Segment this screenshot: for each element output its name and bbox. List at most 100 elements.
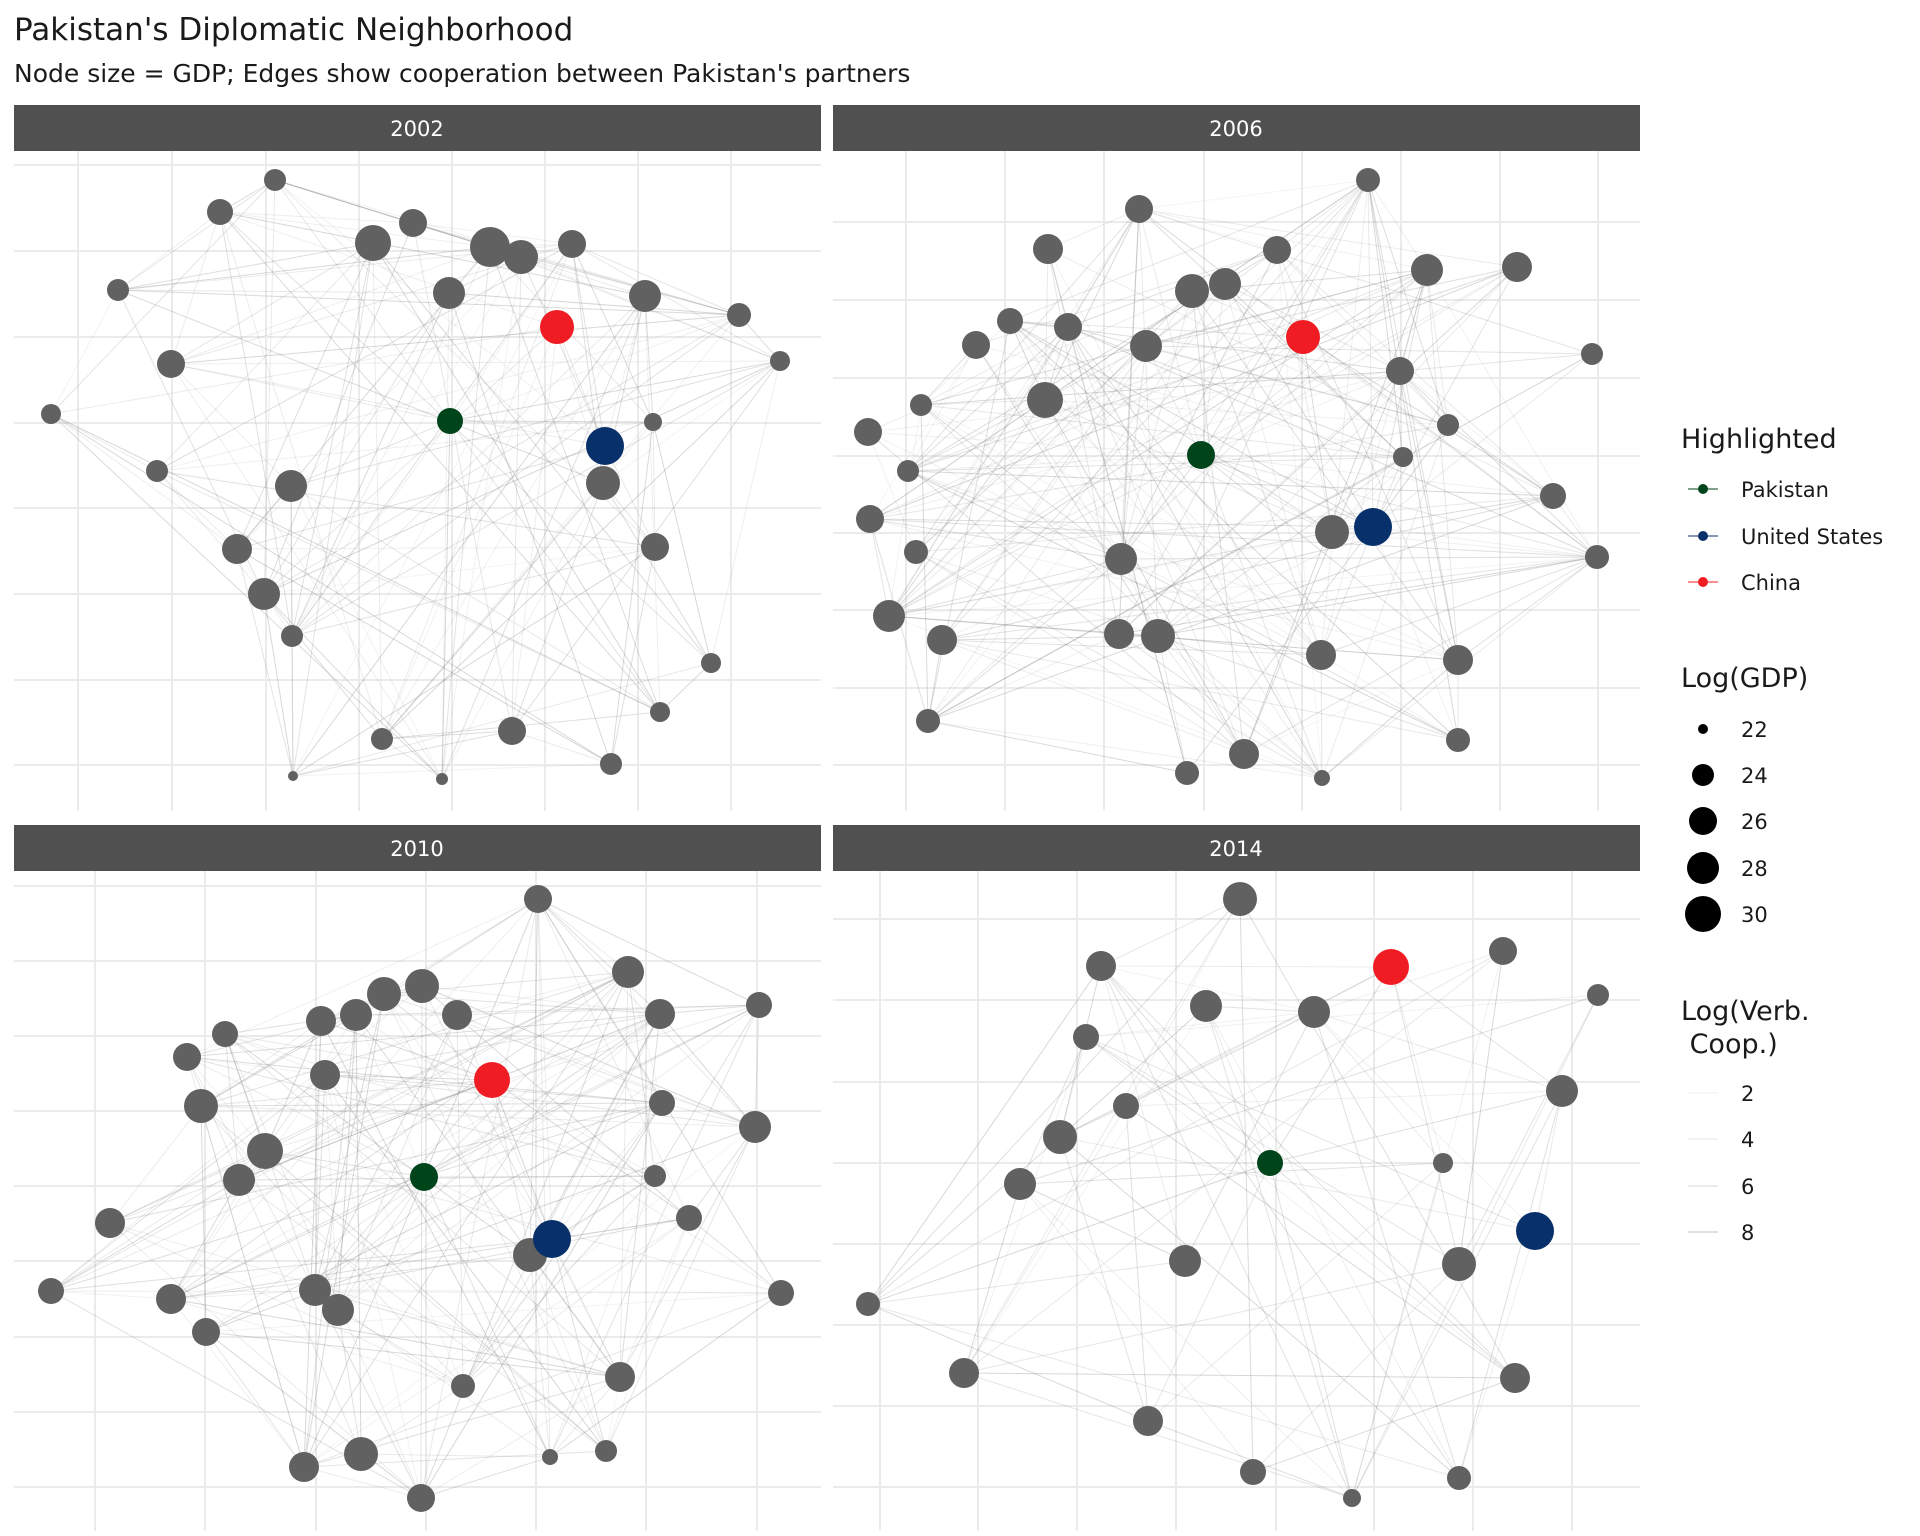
edge: [50, 413, 238, 550]
edge: [869, 518, 1598, 558]
node-pakistan: [1257, 1150, 1283, 1176]
edge: [303, 971, 629, 1468]
edge: [324, 1074, 339, 1311]
edge: [549, 1292, 782, 1458]
panel-grid: [14, 151, 821, 811]
edge: [50, 985, 423, 1292]
facet-panel-2010: [14, 871, 821, 1531]
country-node: [1393, 447, 1413, 467]
edge: [1457, 556, 1598, 661]
edge: [1085, 1036, 1536, 1232]
edge: [907, 470, 1459, 661]
country-node: [1113, 1093, 1139, 1119]
edge: [462, 1217, 690, 1387]
edge: [941, 179, 1369, 641]
edge: [1059, 1136, 1536, 1232]
country-node: [586, 466, 620, 500]
edge: [263, 593, 294, 777]
country-node: [299, 1274, 331, 1306]
node-china: [1373, 949, 1409, 985]
edge: [1019, 994, 1599, 1185]
country-node: [1240, 1459, 1266, 1485]
edge: [381, 738, 443, 780]
country-node: [504, 240, 538, 274]
edge: [491, 1013, 661, 1081]
edge: [1351, 950, 1504, 1499]
edge: [869, 424, 1449, 520]
edge: [1085, 1011, 1315, 1038]
edge: [449, 360, 781, 422]
edge: [941, 639, 1322, 656]
legend-key-point: [1698, 531, 1708, 541]
country-node: [498, 717, 526, 745]
node-united-states: [1354, 508, 1392, 546]
edge: [975, 249, 1278, 346]
edge: [1125, 1011, 1315, 1107]
nodes: [856, 882, 1609, 1507]
edge: [320, 1020, 551, 1458]
edge: [274, 179, 451, 422]
edge: [1399, 269, 1428, 372]
edge: [1100, 898, 1241, 967]
edge: [314, 971, 629, 1291]
edge: [1372, 353, 1593, 528]
edges: [867, 179, 1598, 779]
edge: [920, 399, 1046, 406]
edge: [205, 1331, 305, 1468]
edge: [238, 1175, 656, 1181]
country-node: [1411, 254, 1443, 286]
legend-label: 22: [1741, 718, 1768, 742]
edge: [1125, 1105, 1516, 1379]
edge: [292, 242, 374, 777]
edge: [200, 1105, 756, 1128]
edge: [529, 1254, 551, 1458]
country-node: [322, 1294, 354, 1326]
edge: [355, 1004, 760, 1016]
country-node: [644, 413, 662, 431]
legend-item-coop-4: 4: [1688, 1128, 1754, 1152]
edge: [927, 558, 1122, 722]
edge: [888, 336, 1304, 617]
edge: [462, 1013, 661, 1387]
edge: [170, 971, 629, 1300]
edge: [290, 485, 443, 780]
edge: [381, 730, 513, 740]
legend-item-gdp-28: 28: [1687, 852, 1768, 884]
edge: [170, 1179, 240, 1300]
country-node: [916, 709, 940, 733]
edge: [156, 470, 238, 550]
edge: [1138, 208, 1202, 456]
legend-label: 8: [1741, 1221, 1754, 1245]
edge: [915, 551, 1245, 755]
country-node: [470, 227, 510, 267]
edge: [186, 1056, 362, 1455]
country-node: [1086, 951, 1116, 981]
country-node: [1446, 728, 1470, 752]
edge: [888, 454, 1202, 617]
edge: [1157, 635, 1323, 779]
edge: [1372, 269, 1428, 528]
edge: [170, 363, 451, 422]
edge: [1067, 326, 1245, 755]
edge: [1059, 1136, 1460, 1479]
country-node: [650, 702, 670, 722]
edge: [867, 370, 1401, 433]
edge: [920, 404, 1122, 560]
country-node: [1104, 619, 1134, 649]
country-node: [1027, 382, 1063, 418]
nodes: [854, 168, 1609, 786]
edge: [303, 1020, 322, 1468]
edge: [263, 546, 656, 595]
edge: [888, 615, 1120, 635]
edge: [421, 985, 621, 1378]
edge: [1205, 1005, 1460, 1479]
edge: [529, 1254, 621, 1378]
country-node: [1033, 234, 1063, 264]
edge: [1067, 326, 1404, 458]
edge: [537, 898, 553, 1240]
edge: [1200, 454, 1554, 497]
legend-item-gdp-22: 22: [1698, 718, 1768, 742]
edge: [1100, 965, 1516, 1379]
edge: [200, 1105, 305, 1468]
edge: [263, 326, 558, 595]
